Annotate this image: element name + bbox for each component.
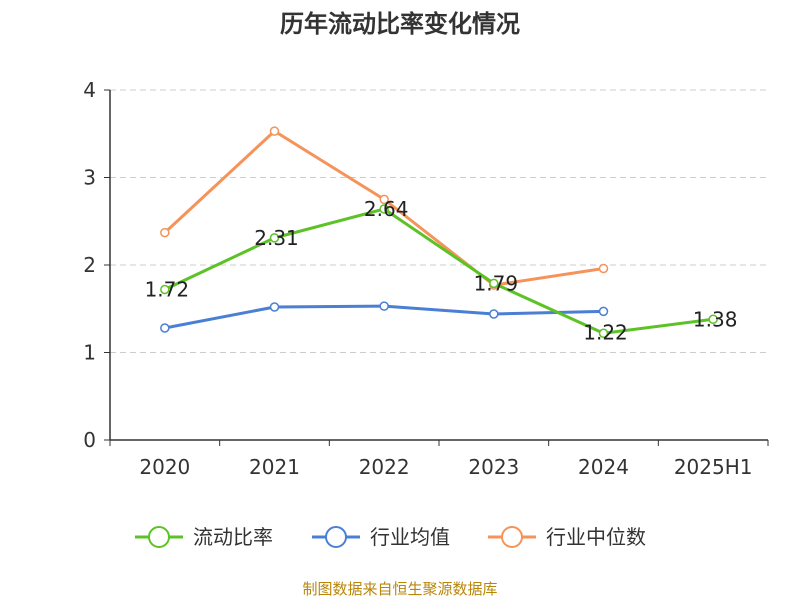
data-label: 1.79 <box>474 271 519 295</box>
data-label: 2.64 <box>364 197 409 221</box>
x-tick-label: 2021 <box>249 455 300 479</box>
x-tick-label: 2020 <box>139 455 190 479</box>
data-point <box>708 314 718 324</box>
y-tick-label: 0 <box>83 428 96 452</box>
data-point <box>160 284 170 295</box>
series-lines <box>160 126 718 338</box>
data-labels: 1.72 2.31 2.64 1.79 1.22 1.38 <box>145 197 738 344</box>
y-tick-label: 2 <box>83 253 96 277</box>
data-label: 1.72 <box>145 278 190 302</box>
series-line <box>164 207 714 335</box>
data-point <box>269 233 280 243</box>
data-point <box>269 126 280 136</box>
x-tick-label: 2025H1 <box>674 455 753 479</box>
legend-marker <box>501 526 523 548</box>
legend-label: 行业均值 <box>370 525 450 549</box>
source-note: 制图数据来自恒生聚源数据库 <box>302 580 498 598</box>
data-point <box>598 263 609 274</box>
data-point <box>489 309 499 319</box>
legend-label: 流动比率 <box>193 525 273 549</box>
x-tick-label: 2024 <box>578 455 629 479</box>
data-label: 2.31 <box>254 226 299 250</box>
data-point <box>160 227 170 238</box>
data-point <box>269 302 280 312</box>
data-point <box>379 204 389 214</box>
data-point <box>379 194 389 205</box>
legend-label: 行业中位数 <box>546 525 646 549</box>
x-tick-label: 2022 <box>359 455 410 479</box>
data-point <box>598 306 609 317</box>
y-tick-label: 4 <box>83 78 96 102</box>
y-tick-label: 3 <box>83 166 96 190</box>
data-point <box>379 301 389 311</box>
legend-marker <box>325 526 347 548</box>
legend-marker <box>148 526 170 548</box>
data-point <box>160 323 170 333</box>
x-tick-label: 2023 <box>468 455 519 479</box>
y-tick-label: 1 <box>83 341 96 365</box>
data-point <box>489 278 499 289</box>
grid-lines <box>110 89 768 353</box>
chart-title: 历年流动比率变化情况 <box>280 10 520 38</box>
axes: 0 1 2 3 4 2020 2021 2022 2023 2024 2025H1 <box>83 78 769 479</box>
data-label: 1.22 <box>583 320 628 344</box>
data-label: 1.38 <box>693 307 738 331</box>
legend: 流动比率 行业均值 行业中位数 <box>135 525 646 549</box>
data-point <box>598 328 609 338</box>
